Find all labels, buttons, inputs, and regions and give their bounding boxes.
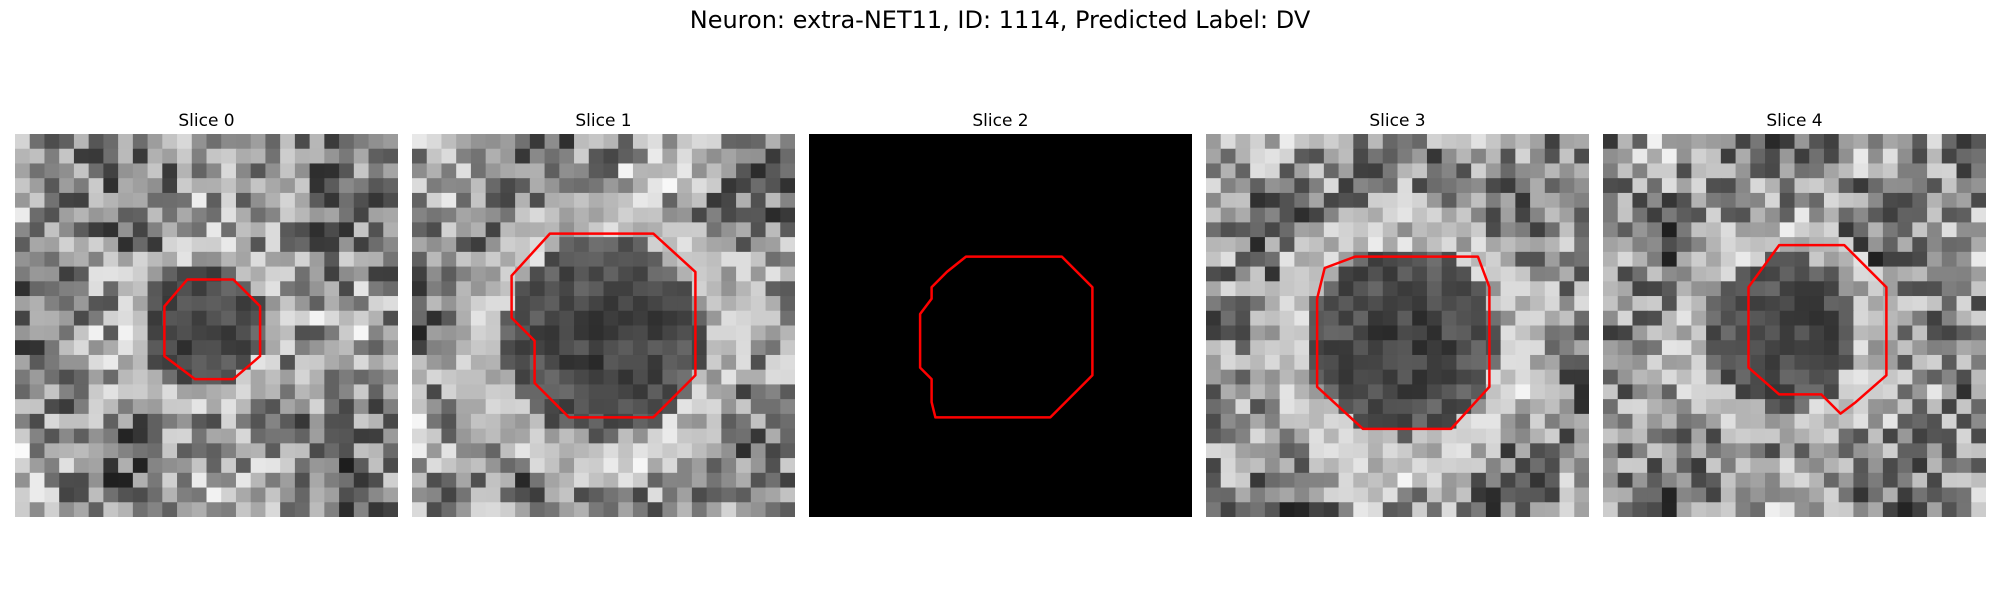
roi-contour: [1315, 255, 1491, 431]
slice-image: [809, 134, 1192, 517]
roi-contour: [163, 278, 262, 381]
slice-panel-3: Slice 3: [1206, 108, 1589, 517]
roi-contour: [510, 232, 697, 419]
slice-image: [412, 134, 795, 517]
slice-image: [1206, 134, 1589, 517]
slice-image: [15, 134, 398, 517]
roi-contour: [1747, 243, 1888, 415]
slice-panel-4: Slice 4: [1603, 108, 1986, 517]
slice-panel-2: Slice 2: [809, 108, 1192, 517]
slice-title: Slice 0: [178, 111, 235, 131]
slice-panel-1: Slice 1: [412, 108, 795, 517]
blank-image: [809, 134, 1192, 517]
slice-title: Slice 2: [972, 111, 1029, 131]
slice-image: [1603, 134, 1986, 517]
figure-title: Neuron: extra-NET11, ID: 1114, Predicted…: [689, 6, 1311, 34]
roi-contour: [918, 255, 1094, 419]
slice-title: Slice 3: [1369, 111, 1426, 131]
slice-title: Slice 4: [1766, 111, 1823, 131]
slice-panel-0: Slice 0: [15, 108, 398, 517]
slice-title: Slice 1: [575, 111, 632, 131]
